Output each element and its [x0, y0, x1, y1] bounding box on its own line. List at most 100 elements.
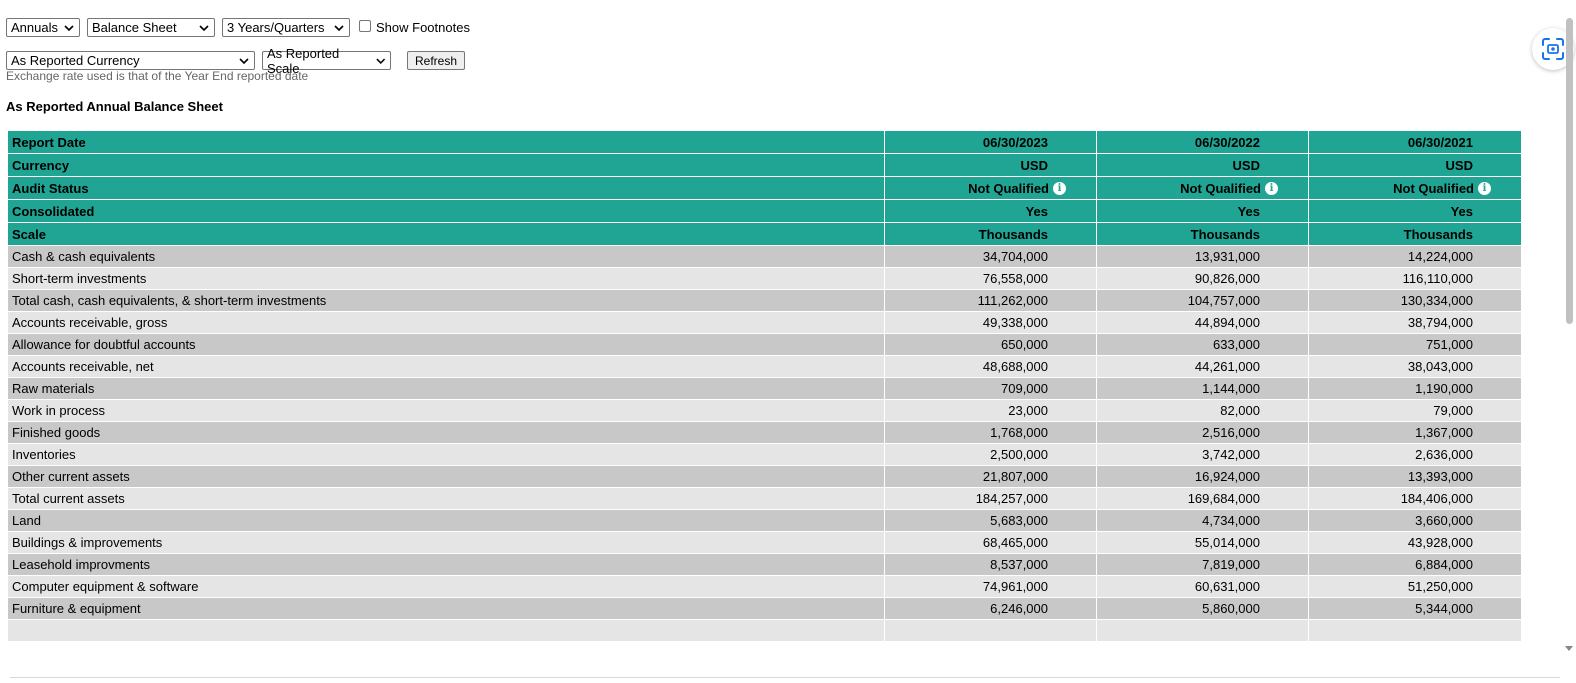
table-row: Allowance for doubtful accounts 650,000 63… — [7, 333, 1521, 356]
header-value-text: USD — [1445, 157, 1473, 173]
row-value: 90,826,000 — [1096, 267, 1309, 290]
chevron-down-icon — [375, 58, 385, 64]
header-value: Not Qualified — [1096, 176, 1309, 200]
row-value: 68,465,000 — [884, 531, 1097, 554]
period-select[interactable]: Annuals — [6, 18, 80, 37]
header-value-text: USD — [1020, 157, 1048, 173]
row-label: Short-term investments — [7, 267, 885, 290]
row-value: 44,894,000 — [1096, 311, 1309, 334]
row-value: 34,704,000 — [884, 245, 1097, 268]
chevron-down-icon — [199, 24, 209, 31]
header-value: Thousands — [1096, 222, 1309, 246]
row-label: Total cash, cash equivalents, & short-te… — [7, 289, 885, 312]
footnotes-checkbox[interactable] — [359, 19, 371, 32]
balance-sheet-table-container[interactable]: Report Date 06/30/2023 06/30/2022 06/30/202… — [7, 130, 1521, 657]
refresh-button[interactable]: Refresh — [407, 51, 466, 70]
header-value: Yes — [884, 199, 1097, 223]
row-label: Finished goods — [7, 421, 885, 444]
table-row: Raw materials 709,000 1,144,000 1,190,000 — [7, 377, 1521, 400]
scale-select-value: As Reported Scale — [267, 45, 340, 76]
range-select-value: 3 Years/Quarters — [227, 20, 325, 35]
row-label: Raw materials — [7, 377, 885, 400]
table-row: Inventories 2,500,000 3,742,000 2,636,000 — [7, 443, 1521, 466]
header-label: Audit Status — [7, 176, 885, 200]
table-row: Computer equipment & software 74,961,000 6… — [7, 575, 1521, 598]
scrollbar-thumb[interactable] — [1566, 18, 1573, 324]
row-value: 43,928,000 — [1308, 531, 1521, 554]
row-value: 633,000 — [1096, 333, 1309, 356]
table-row: Accounts receivable, gross 49,338,000 44,8… — [7, 311, 1521, 334]
scroll-down-arrow-icon[interactable] — [1565, 646, 1573, 651]
row-value: 44,261,000 — [1096, 355, 1309, 378]
range-select[interactable]: 3 Years/Quarters — [222, 18, 350, 37]
header-row: Scale Thousands Thousands Thousands — [7, 222, 1521, 246]
row-label: Work in process — [7, 399, 885, 422]
header-value: 06/30/2021 — [1308, 130, 1521, 154]
row-value: 709,000 — [884, 377, 1097, 400]
header-value-text: 06/30/2023 — [982, 134, 1048, 150]
info-icon[interactable] — [1265, 181, 1278, 195]
header-value: Thousands — [884, 222, 1097, 246]
currency-select[interactable]: As Reported Currency — [6, 51, 255, 70]
exchange-rate-note: Exchange rate used is that of the Year E… — [6, 69, 309, 83]
header-value: Thousands — [1308, 222, 1521, 246]
header-value-text: Not Qualified — [1180, 180, 1261, 196]
row-value: 23,000 — [884, 399, 1097, 422]
row-value: 169,684,000 — [1096, 487, 1309, 510]
header-label: Currency — [7, 153, 885, 177]
row-value: 13,931,000 — [1096, 245, 1309, 268]
row-value: 16,924,000 — [1096, 465, 1309, 488]
row-value: 1,768,000 — [884, 421, 1097, 444]
header-row: Audit Status Not Qualified Not Qualified No… — [7, 176, 1521, 200]
statement-select-value: Balance Sheet — [92, 20, 177, 35]
table-row: Work in process 23,000 82,000 79,000 — [7, 399, 1521, 422]
chevron-down-icon — [64, 24, 74, 31]
header-value: USD — [1308, 153, 1521, 177]
header-value-text: Thousands — [1403, 226, 1473, 242]
statement-select[interactable]: Balance Sheet — [87, 18, 215, 37]
header-value-text: Thousands — [978, 226, 1048, 242]
header-value: Not Qualified — [884, 176, 1097, 200]
header-value-text: Yes — [1450, 203, 1473, 219]
header-value-text: 06/30/2022 — [1194, 134, 1260, 150]
row-value: 82,000 — [1096, 399, 1309, 422]
row-value: 5,344,000 — [1308, 597, 1521, 620]
row-value: 55,014,000 — [1096, 531, 1309, 554]
row-cell-empty — [7, 619, 885, 642]
footnotes-label: Show Footnotes — [376, 20, 470, 35]
row-label: Accounts receivable, net — [7, 355, 885, 378]
row-label: Cash & cash equivalents — [7, 245, 885, 268]
info-icon[interactable] — [1053, 181, 1066, 195]
table-row: Land 5,683,000 4,734,000 3,660,000 — [7, 509, 1521, 532]
table-row: Total cash, cash equivalents, & short-te… — [7, 289, 1521, 312]
row-value: 48,688,000 — [884, 355, 1097, 378]
row-label: Other current assets — [7, 465, 885, 488]
row-value: 76,558,000 — [884, 267, 1097, 290]
header-value: 06/30/2023 — [884, 130, 1097, 154]
row-label: Leasehold improvments — [7, 553, 885, 576]
row-value: 116,110,000 — [1308, 267, 1521, 290]
header-value-text: Yes — [1025, 203, 1048, 219]
table-row: Buildings & improvements 68,465,000 55,014… — [7, 531, 1521, 554]
row-value: 111,262,000 — [884, 289, 1097, 312]
page-scrollbar[interactable] — [1563, 0, 1576, 683]
row-value: 38,043,000 — [1308, 355, 1521, 378]
header-value-text: USD — [1232, 157, 1260, 173]
row-value: 1,367,000 — [1308, 421, 1521, 444]
row-label: Allowance for doubtful accounts — [7, 333, 885, 356]
row-value: 6,884,000 — [1308, 553, 1521, 576]
row-value: 51,250,000 — [1308, 575, 1521, 598]
header-value-text: Not Qualified — [1393, 180, 1474, 196]
table-row: Furniture & equipment 6,246,000 5,860,000 5… — [7, 597, 1521, 620]
header-value: Yes — [1096, 199, 1309, 223]
header-value-text: Yes — [1237, 203, 1260, 219]
row-value: 1,190,000 — [1308, 377, 1521, 400]
row-value: 184,406,000 — [1308, 487, 1521, 510]
row-value: 60,631,000 — [1096, 575, 1309, 598]
footnotes-toggle[interactable]: Show Footnotes — [359, 19, 470, 35]
row-value: 2,516,000 — [1096, 421, 1309, 444]
info-icon[interactable] — [1478, 181, 1491, 195]
row-cell-empty — [884, 619, 1097, 642]
scale-select[interactable]: As Reported Scale — [262, 46, 391, 76]
table-row: Leasehold improvments 8,537,000 7,819,000 6… — [7, 553, 1521, 576]
